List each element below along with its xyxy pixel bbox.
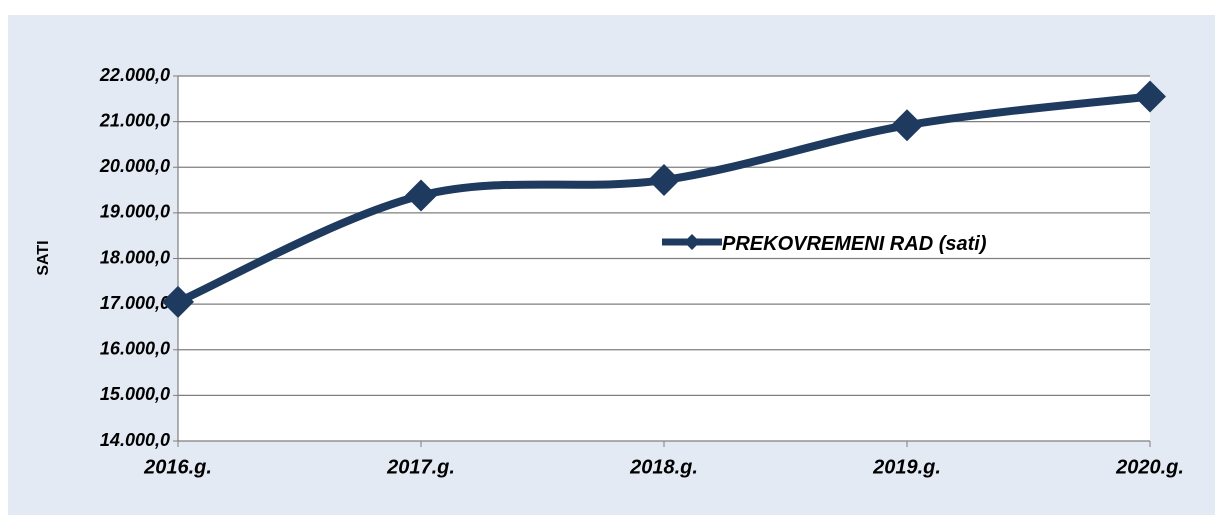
y-tick-label: 21.000,0 [99,110,170,130]
marker [648,164,680,197]
x-tick-label: 2019.g. [872,456,941,478]
x-tick-label: 2016.g. [143,456,212,478]
marker [1134,80,1166,113]
x-tick-label: 2017.g. [386,456,455,478]
legend-label: PREKOVREMENI RAD (sati) [722,233,987,255]
y-tick-label: 20.000,0 [99,156,170,176]
y-tick-label: 15.000,0 [100,384,170,404]
y-tick-label: 19.000,0 [100,202,170,222]
y-axis-label: SATI [35,240,52,275]
marker [405,179,437,212]
y-tick-label: 22.000,0 [99,65,170,85]
y-tick-label: 18.000,0 [100,247,170,267]
y-tick-label: 16.000,0 [100,339,170,359]
legend-marker [684,234,700,250]
y-tick-label: 14.000,0 [100,430,170,450]
marker [891,109,923,142]
marker [162,285,194,318]
x-tick-label: 2018.g. [629,456,698,478]
x-tick-label: 2020.g. [1115,456,1184,478]
y-tick-label: 17.000,0 [100,293,170,313]
